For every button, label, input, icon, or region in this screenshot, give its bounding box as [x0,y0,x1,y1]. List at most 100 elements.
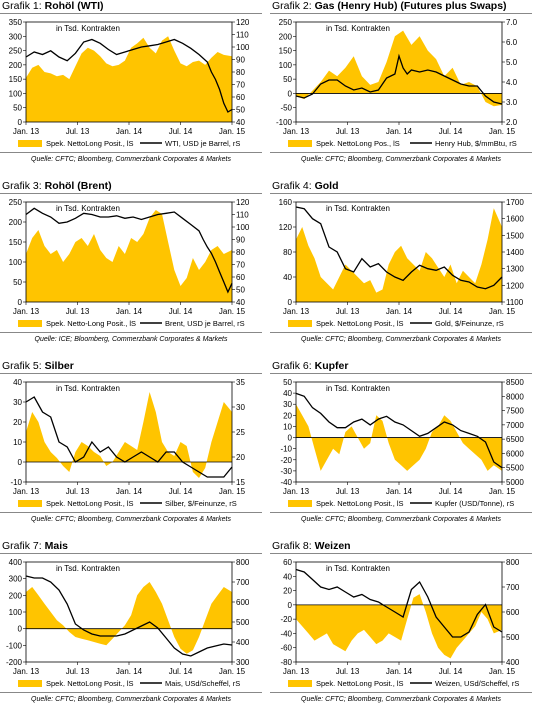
right-tick-label: 8000 [506,392,524,401]
left-tick-label: 150 [279,47,293,56]
chart-number: Grafik 7: [2,540,42,552]
left-tick-label: -100 [276,118,293,127]
right-tick-label: 1200 [506,281,524,290]
left-tick-label: 120 [279,223,293,232]
left-tick-label: 30 [283,400,292,409]
chart-svg: -40 -30 -20 -10 0 10 20 30 40 50 5000 5500 6000 6500 7… [280,378,524,508]
x-tick-label: Jul. 13 [336,307,360,316]
area-series [26,36,232,122]
left-tick-label: 30 [13,398,22,407]
chart-name: Gas (Henry Hub) (Futures plus Swaps) [311,0,507,12]
line-series [25,207,233,294]
left-tick-label: 40 [283,572,292,581]
plot-frame [25,561,233,663]
legend-swatch-area [288,320,312,327]
right-tick-label: 110 [236,211,249,220]
left-tick-label: 0 [18,625,23,634]
line-series [295,206,503,290]
x-tick-label: Jan. 14 [386,487,413,496]
right-tick-label: 1100 [506,298,524,307]
line-series [25,575,233,657]
source-rule [0,692,262,693]
title-rule [0,13,262,14]
legend-label: Silber, $/Feinunze, rS [165,499,237,508]
right-tick-label: 1300 [506,265,524,274]
right-tick-label: 700 [506,583,520,592]
right-tick-label: 35 [236,378,245,387]
chart-name: Silber [41,360,74,372]
x-tick-label: Jul. 13 [336,667,360,676]
legend-label: Spek. NettoLong Pos., lS [316,139,400,148]
x-tick-label: Jul. 14 [169,667,193,676]
chart-title: Grafik 5: Silber [2,360,74,372]
left-tick-label: 250 [9,47,23,56]
chart-svg: -10 0 10 20 30 40 15 20 25 30 35 Jan. 13 Jul. 13 Jan.… [10,378,245,508]
x-tick-label: Jul. 13 [336,127,360,136]
inner-label: in Tsd. Kontrakten [326,24,390,33]
x-tick-label: Jul. 13 [336,487,360,496]
right-tick-label: 1500 [506,231,524,240]
right-tick-label: 80 [236,68,245,77]
x-tick-label: Jul. 13 [66,667,90,676]
left-tick-label: 0 [288,89,293,98]
source-note: Quelle: CFTC; Bloomberg, Commerzbank Cor… [301,336,501,343]
left-tick-label: 10 [283,422,292,431]
legend-label: Spek. NettoLong Posit., lS [46,139,134,148]
plot-frame [295,381,503,483]
source-note: Quelle: CFTC; Bloomberg, Commerzbank Cor… [31,156,231,163]
chart-number: Grafik 4: [272,180,312,192]
x-tick-label: Jul. 13 [66,127,90,136]
x-tick-label: Jan. 15 [489,667,516,676]
legend-swatch-area [288,500,312,507]
area-series [296,208,502,302]
right-tick-label: 400 [236,638,250,647]
source-rule [270,332,532,333]
right-tick-label: 6000 [506,449,524,458]
chart-title: Grafik 7: Mais [2,540,68,552]
chart-panel: Grafik 2: Gas (Henry Hub) (Futures plus … [270,0,532,179]
x-tick-label: Jan. 14 [386,127,413,136]
chart-title: Grafik 2: Gas (Henry Hub) (Futures plus … [272,0,507,12]
chart-name: Rohöl (WTI) [41,0,104,12]
chart-panel: Grafik 5: Silber -10 0 10 20 30 40 15 20 25 30 35 Ja… [0,360,262,539]
source-note: Quelle: ICE; Bloomberg, Commerzbank Corp… [34,336,228,343]
left-tick-label: 250 [9,198,23,207]
right-tick-label: 40 [236,118,245,127]
left-tick-label: -10 [280,445,292,454]
left-tick-label: 50 [13,104,22,113]
left-tick-label: 250 [279,18,293,27]
right-tick-label: 7.0 [506,18,518,27]
left-tick-label: -20 [280,456,292,465]
right-tick-label: 90 [236,236,245,245]
source-rule [270,152,532,153]
right-tick-label: 70 [236,261,245,270]
left-tick-label: 40 [283,273,292,282]
left-tick-label: 100 [279,61,293,70]
source-rule [0,152,262,153]
chart-panel: Grafik 6: Kupfer -40 -30 -20 -10 0 10 20 30 40 50 5… [270,360,532,539]
chart-panel: Grafik 3: Rohöl (Brent) 0 50 100 150 200 250 40… [0,180,262,359]
right-tick-label: 300 [236,658,250,667]
chart-number: Grafik 6: [272,360,312,372]
chart-svg: 0 40 80 120 160 1100 1200 1300 1400 1500 1600 1700 J… [279,198,525,328]
title-rule [270,13,532,14]
chart-panel: Grafik 8: Weizen -80 -60 -40 -20 0 20 40 60 400 50… [270,540,532,719]
x-tick-label: Jan. 13 [13,307,40,316]
right-tick-label: 8500 [506,378,524,387]
chart-svg: -80 -60 -40 -20 0 20 40 60 400 500 600 700 800 Jan. 1… [280,558,520,688]
left-tick-label: 50 [13,278,22,287]
chart-svg: -200 -100 0 100 200 300 400 300 400 500 600 700 800 J… [6,558,250,688]
x-tick-label: Jan. 13 [283,487,310,496]
x-tick-label: Jan. 14 [386,307,413,316]
legend-label: Mais, USd/Scheffel, rS [165,679,240,688]
x-tick-label: Jul. 14 [439,127,463,136]
right-tick-label: 1700 [506,198,524,207]
left-tick-label: 40 [283,389,292,398]
source-note: Quelle: CFTC; Bloomberg, Commerzbank Cor… [301,696,501,703]
area-series [26,392,232,478]
x-tick-label: Jul. 14 [439,487,463,496]
chart-title: Grafik 3: Rohöl (Brent) [2,180,112,192]
right-tick-label: 90 [236,56,245,65]
title-rule [0,193,262,194]
legend-swatch-area [18,500,42,507]
